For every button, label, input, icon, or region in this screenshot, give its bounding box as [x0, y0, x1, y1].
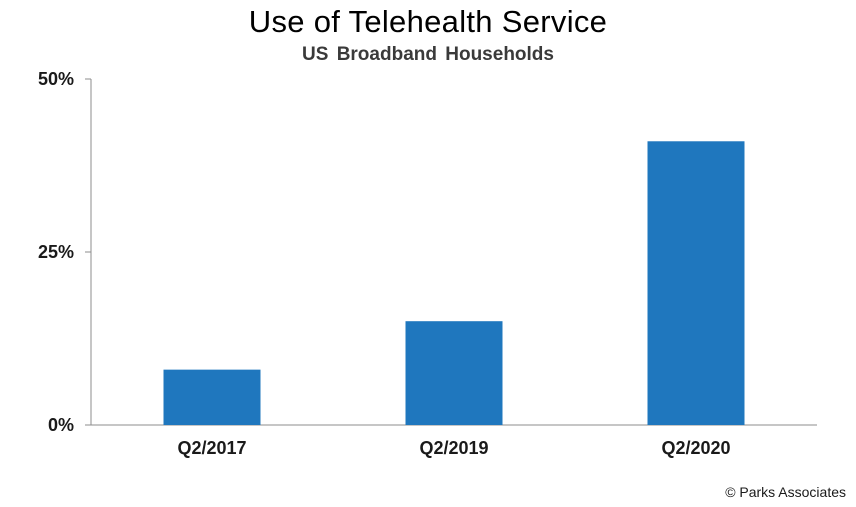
bar: [647, 141, 745, 425]
y-tick-label: 25%: [38, 242, 74, 262]
y-tick-label: 50%: [38, 69, 74, 89]
chart-subtitle: US Broadband Households: [302, 44, 554, 65]
y-tick-label: 0%: [48, 415, 74, 435]
copyright-credit: © Parks Associates: [725, 484, 846, 500]
x-tick-label: Q2/2017: [177, 438, 246, 458]
bar: [405, 321, 503, 425]
bar: [163, 369, 261, 425]
chart-title: Use of Telehealth Service: [248, 4, 608, 39]
x-tick-label: Q2/2019: [419, 438, 488, 458]
x-tick-label: Q2/2020: [661, 438, 730, 458]
